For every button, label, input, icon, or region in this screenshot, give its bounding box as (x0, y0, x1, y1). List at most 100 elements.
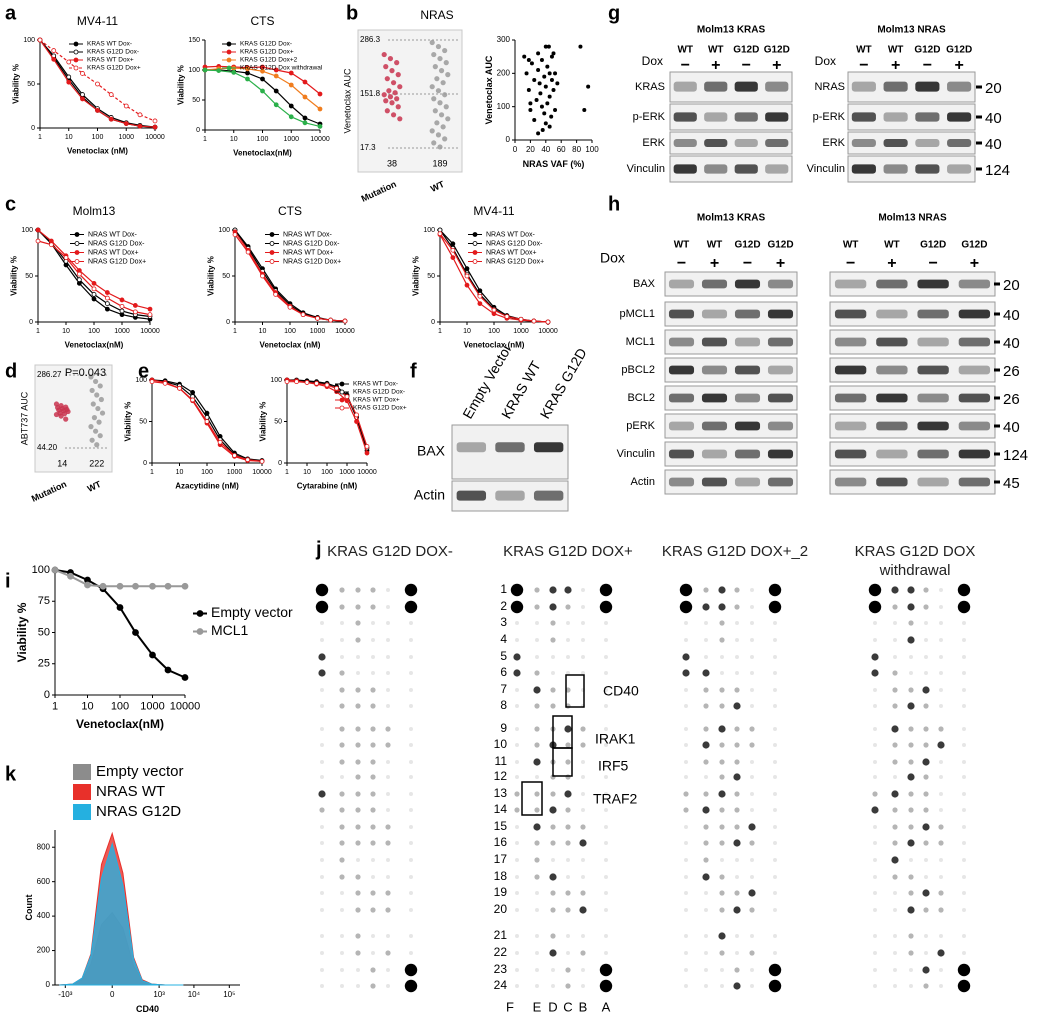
array-spot (550, 890, 556, 896)
data-point (545, 64, 550, 69)
data-point (364, 443, 370, 449)
legend-label: KRAS G12D Dox+2 (240, 57, 298, 64)
array-spot (515, 841, 519, 845)
data-point (354, 412, 359, 418)
array-spot (873, 858, 877, 862)
array-spot (719, 907, 725, 913)
legend-label: NRAS G12D (96, 803, 181, 820)
y-tick-label: 300 (497, 35, 511, 44)
array-spot (566, 858, 570, 862)
array-spot (604, 825, 608, 829)
array-spot (385, 824, 391, 830)
y-tick-label: 200 (497, 68, 511, 77)
legend-swatch (73, 764, 91, 780)
array-spot (409, 655, 413, 659)
x-tick-label: 100 (321, 469, 333, 476)
x-tick-label: 1 (233, 328, 237, 335)
array-spot (733, 982, 741, 990)
x-tick-label: 10⁵ (223, 990, 235, 999)
y-tick-label: 100 (497, 102, 511, 111)
array-spot (550, 637, 556, 643)
x-tick-label: 1000 (118, 134, 134, 141)
array-spot (409, 825, 413, 829)
array-spot (735, 951, 739, 955)
lane-label: G12D (733, 45, 759, 56)
array-spot (370, 742, 376, 748)
array-spot (565, 890, 571, 896)
array-spot (580, 742, 586, 748)
y-tick-label: 0 (278, 460, 282, 467)
column-letter: C (563, 999, 572, 1014)
array-spot (534, 703, 540, 709)
array-spot (873, 825, 877, 829)
array-spot (404, 979, 418, 993)
array-spot (923, 983, 929, 989)
x-tick-label: 40 (541, 145, 550, 154)
array-spot (924, 934, 928, 938)
band (851, 139, 876, 147)
x-tick-label: 10000 (170, 701, 201, 713)
row-number: 10 (494, 737, 508, 751)
array-spot (386, 760, 390, 764)
array-spot (409, 743, 413, 747)
array-spot (907, 636, 915, 644)
array-spot (599, 583, 613, 597)
data-point (35, 238, 41, 244)
data-point (152, 118, 158, 124)
data-point (97, 383, 103, 389)
array-spot (873, 743, 877, 747)
panel-label: h (608, 193, 620, 215)
array-spot (533, 686, 541, 694)
array-spot (718, 932, 726, 940)
band (765, 112, 789, 122)
row-number: 14 (494, 802, 508, 816)
row-number: 11 (495, 754, 508, 768)
data-point (529, 61, 534, 66)
band (883, 112, 908, 122)
row-label: ERK (822, 137, 845, 149)
data-point (390, 80, 397, 86)
array-spot (550, 840, 556, 846)
array-spot (892, 874, 898, 880)
legend-marker (226, 57, 232, 63)
array-spot (749, 950, 755, 956)
array-spot (718, 586, 726, 594)
array-spot (515, 984, 519, 988)
array-spot (773, 841, 777, 845)
array-spot (939, 984, 943, 988)
y-axis-label: Viability % (177, 65, 186, 105)
array-spot (534, 726, 540, 732)
lane-label: G12D (734, 240, 760, 251)
band (876, 309, 908, 319)
array-spot (704, 968, 708, 972)
array-spot (719, 703, 725, 709)
array-spot (703, 759, 709, 765)
x-axis-label: Venetoclax (nM) (67, 146, 128, 155)
band (917, 421, 949, 431)
data-point (443, 60, 449, 66)
array-spot (315, 600, 329, 614)
array-spot (962, 841, 966, 845)
data-point (536, 131, 541, 136)
data-point (381, 51, 387, 58)
band (701, 449, 728, 459)
array-spot (409, 951, 413, 955)
array-spot (355, 587, 361, 593)
band (767, 337, 794, 347)
array-spot (750, 588, 754, 592)
array-spot (565, 824, 571, 830)
band (876, 337, 908, 347)
array-spot (515, 891, 519, 895)
array-spot (923, 587, 929, 593)
data-point (389, 68, 395, 74)
array-spot (773, 951, 777, 955)
size-marker: 45 (1003, 475, 1020, 492)
array-spot (535, 934, 539, 938)
array-spot (355, 907, 361, 913)
array-spot (386, 704, 390, 708)
array-spot (515, 688, 519, 692)
array-spot (565, 807, 571, 813)
y-axis-label: Viability % (12, 64, 21, 104)
array-title: KRAS G12D DOX+ (503, 543, 633, 560)
array-spot (409, 841, 413, 845)
